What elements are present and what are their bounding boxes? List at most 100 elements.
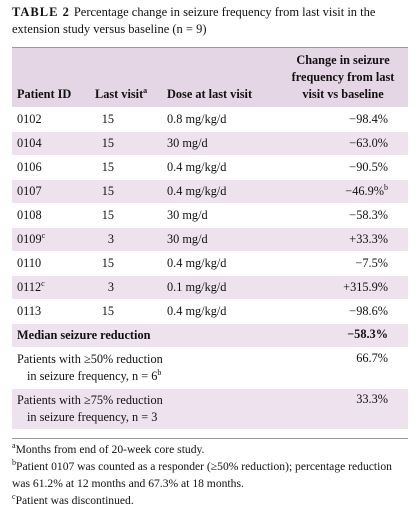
summary-row: Median seizure reduction −58.3% bbox=[12, 323, 408, 348]
table-row: 0108 15 30 mg/d −58.3% bbox=[12, 203, 408, 228]
cell-text: 0113 bbox=[17, 304, 42, 318]
table-cell: 3 bbox=[90, 275, 162, 300]
table-row: 0112c 3 0.1 mg/kg/d +315.9% bbox=[12, 275, 408, 300]
table-cell: 0.4 mg/kg/d bbox=[162, 179, 278, 204]
footnote-mark: a bbox=[12, 441, 16, 451]
table-header: Patient ID Last visita Dose at last visit C… bbox=[12, 47, 408, 108]
cell-text: Change in seizure frequency from last vi… bbox=[291, 53, 395, 101]
summary-label: Patients with ≥75% reduction in seizure … bbox=[12, 388, 278, 429]
cell-text: 0106 bbox=[17, 160, 42, 174]
cell-text: 15 bbox=[101, 304, 114, 318]
table-cell: 15 bbox=[90, 203, 162, 228]
cell-text: 30 mg/d bbox=[167, 232, 208, 246]
table-cell: 15 bbox=[90, 155, 162, 180]
cell-text: 0.8 mg/kg/d bbox=[167, 112, 227, 126]
footnote-text: Patient 0107 was counted as a responder … bbox=[12, 460, 392, 490]
table-cell: 15 bbox=[90, 251, 162, 276]
footnote-mark: c bbox=[41, 278, 45, 288]
cell-text: 15 bbox=[101, 112, 114, 126]
footnote: cPatient was discontinued. bbox=[12, 492, 408, 509]
cell-text: 33.3% bbox=[356, 392, 388, 406]
cell-text: −58.3% bbox=[349, 208, 388, 222]
table-cell: 0106 bbox=[12, 155, 90, 180]
cell-text: 0.1 mg/kg/d bbox=[167, 280, 227, 294]
cell-text: −98.6% bbox=[349, 304, 388, 318]
cell-text: 3 bbox=[107, 232, 114, 246]
cell-text: −46.9% bbox=[345, 184, 384, 198]
table-cell: 0.4 mg/kg/d bbox=[162, 299, 278, 324]
footnotes: aMonths from end of 20-week core study. b… bbox=[12, 438, 408, 509]
cell-text: 0104 bbox=[17, 136, 42, 150]
cell-text: 0.4 mg/kg/d bbox=[167, 160, 227, 174]
footnote-mark: c bbox=[12, 492, 16, 502]
table-cell: 0107 bbox=[12, 179, 90, 204]
cell-text: Median seizure reduction bbox=[17, 328, 151, 342]
table-cell: 15 bbox=[90, 179, 162, 204]
cell-text: 0.4 mg/kg/d bbox=[167, 184, 227, 198]
cell-text: −63.0% bbox=[349, 136, 388, 150]
table-row: 0102 15 0.8 mg/kg/d −98.4% bbox=[12, 107, 408, 132]
table-row: 0104 15 30 mg/d −63.0% bbox=[12, 131, 408, 156]
summary-value: 33.3% bbox=[278, 388, 408, 429]
header-cell: Patient ID bbox=[12, 48, 90, 108]
table-cell: −46.9%b bbox=[278, 179, 408, 204]
cell-text: Patient ID bbox=[17, 87, 72, 101]
table-row: 0107 15 0.4 mg/kg/d −46.9%b bbox=[12, 179, 408, 204]
footnote-mark: a bbox=[143, 85, 148, 95]
table-cell: 3 bbox=[90, 227, 162, 252]
cell-text: −90.5% bbox=[349, 160, 388, 174]
table-cell: 0.4 mg/kg/d bbox=[162, 251, 278, 276]
cell-text: 15 bbox=[101, 256, 114, 270]
table-cell: 30 mg/d bbox=[162, 227, 278, 252]
table: Patient ID Last visita Dose at last visit C… bbox=[12, 47, 408, 429]
header-cell: Last visita bbox=[90, 48, 162, 108]
table-cell: 0104 bbox=[12, 131, 90, 156]
table-cell: 0109c bbox=[12, 227, 90, 252]
table-cell: −98.6% bbox=[278, 299, 408, 324]
header-row: Patient ID Last visita Dose at last visit C… bbox=[12, 47, 408, 108]
table-cell: −63.0% bbox=[278, 131, 408, 156]
table-cell: 0102 bbox=[12, 107, 90, 132]
summary-row: Patients with ≥75% reduction in seizure … bbox=[12, 388, 408, 429]
summary-value: 66.7% bbox=[278, 347, 408, 389]
table-cell: 0.4 mg/kg/d bbox=[162, 155, 278, 180]
cell-text: 0102 bbox=[17, 112, 42, 126]
table-cell: +33.3% bbox=[278, 227, 408, 252]
cell-text: 66.7% bbox=[356, 351, 388, 365]
cell-text: −7.5% bbox=[355, 256, 388, 270]
caption-label: TABLE 2 bbox=[12, 5, 70, 19]
cell-text: 30 mg/d bbox=[167, 136, 208, 150]
cell-text: 15 bbox=[101, 208, 114, 222]
table-cell: 0112c bbox=[12, 275, 90, 300]
table-row: 0110 15 0.4 mg/kg/d −7.5% bbox=[12, 251, 408, 276]
table-cell: 0110 bbox=[12, 251, 90, 276]
cell-text: 0110 bbox=[17, 256, 42, 270]
table-cell: 0113 bbox=[12, 299, 90, 324]
cell-text: Dose at last visit bbox=[167, 87, 253, 101]
cell-text: 0107 bbox=[17, 184, 42, 198]
footnote: aMonths from end of 20-week core study. bbox=[12, 441, 408, 458]
table-cell: −90.5% bbox=[278, 155, 408, 180]
table-cell: 30 mg/d bbox=[162, 131, 278, 156]
cell-text: 15 bbox=[101, 184, 114, 198]
header-cell: Dose at last visit bbox=[162, 48, 278, 108]
cell-text: 0.4 mg/kg/d bbox=[167, 256, 227, 270]
caption: TABLE 2 Percentage change in seizure freq… bbox=[12, 4, 408, 38]
cell-text: 15 bbox=[101, 136, 114, 150]
cell-text: 30 mg/d bbox=[167, 208, 208, 222]
table-cell: +315.9% bbox=[278, 275, 408, 300]
table-cell: 0.8 mg/kg/d bbox=[162, 107, 278, 132]
cell-text: Last visit bbox=[95, 87, 144, 101]
summary-label: Median seizure reduction bbox=[12, 323, 278, 348]
cell-text: 0109 bbox=[17, 232, 42, 246]
footnote-mark: b bbox=[157, 367, 162, 377]
cell-text: 0108 bbox=[17, 208, 42, 222]
footnote-text: Months from end of 20-week core study. bbox=[15, 443, 205, 456]
table-cell: −98.4% bbox=[278, 107, 408, 132]
table-cell: 15 bbox=[90, 299, 162, 324]
cell-text: 15 bbox=[101, 160, 114, 174]
table-cell: −58.3% bbox=[278, 203, 408, 228]
header-cell: Change in seizure frequency from last vi… bbox=[278, 48, 408, 108]
cell-text: 3 bbox=[107, 280, 114, 294]
